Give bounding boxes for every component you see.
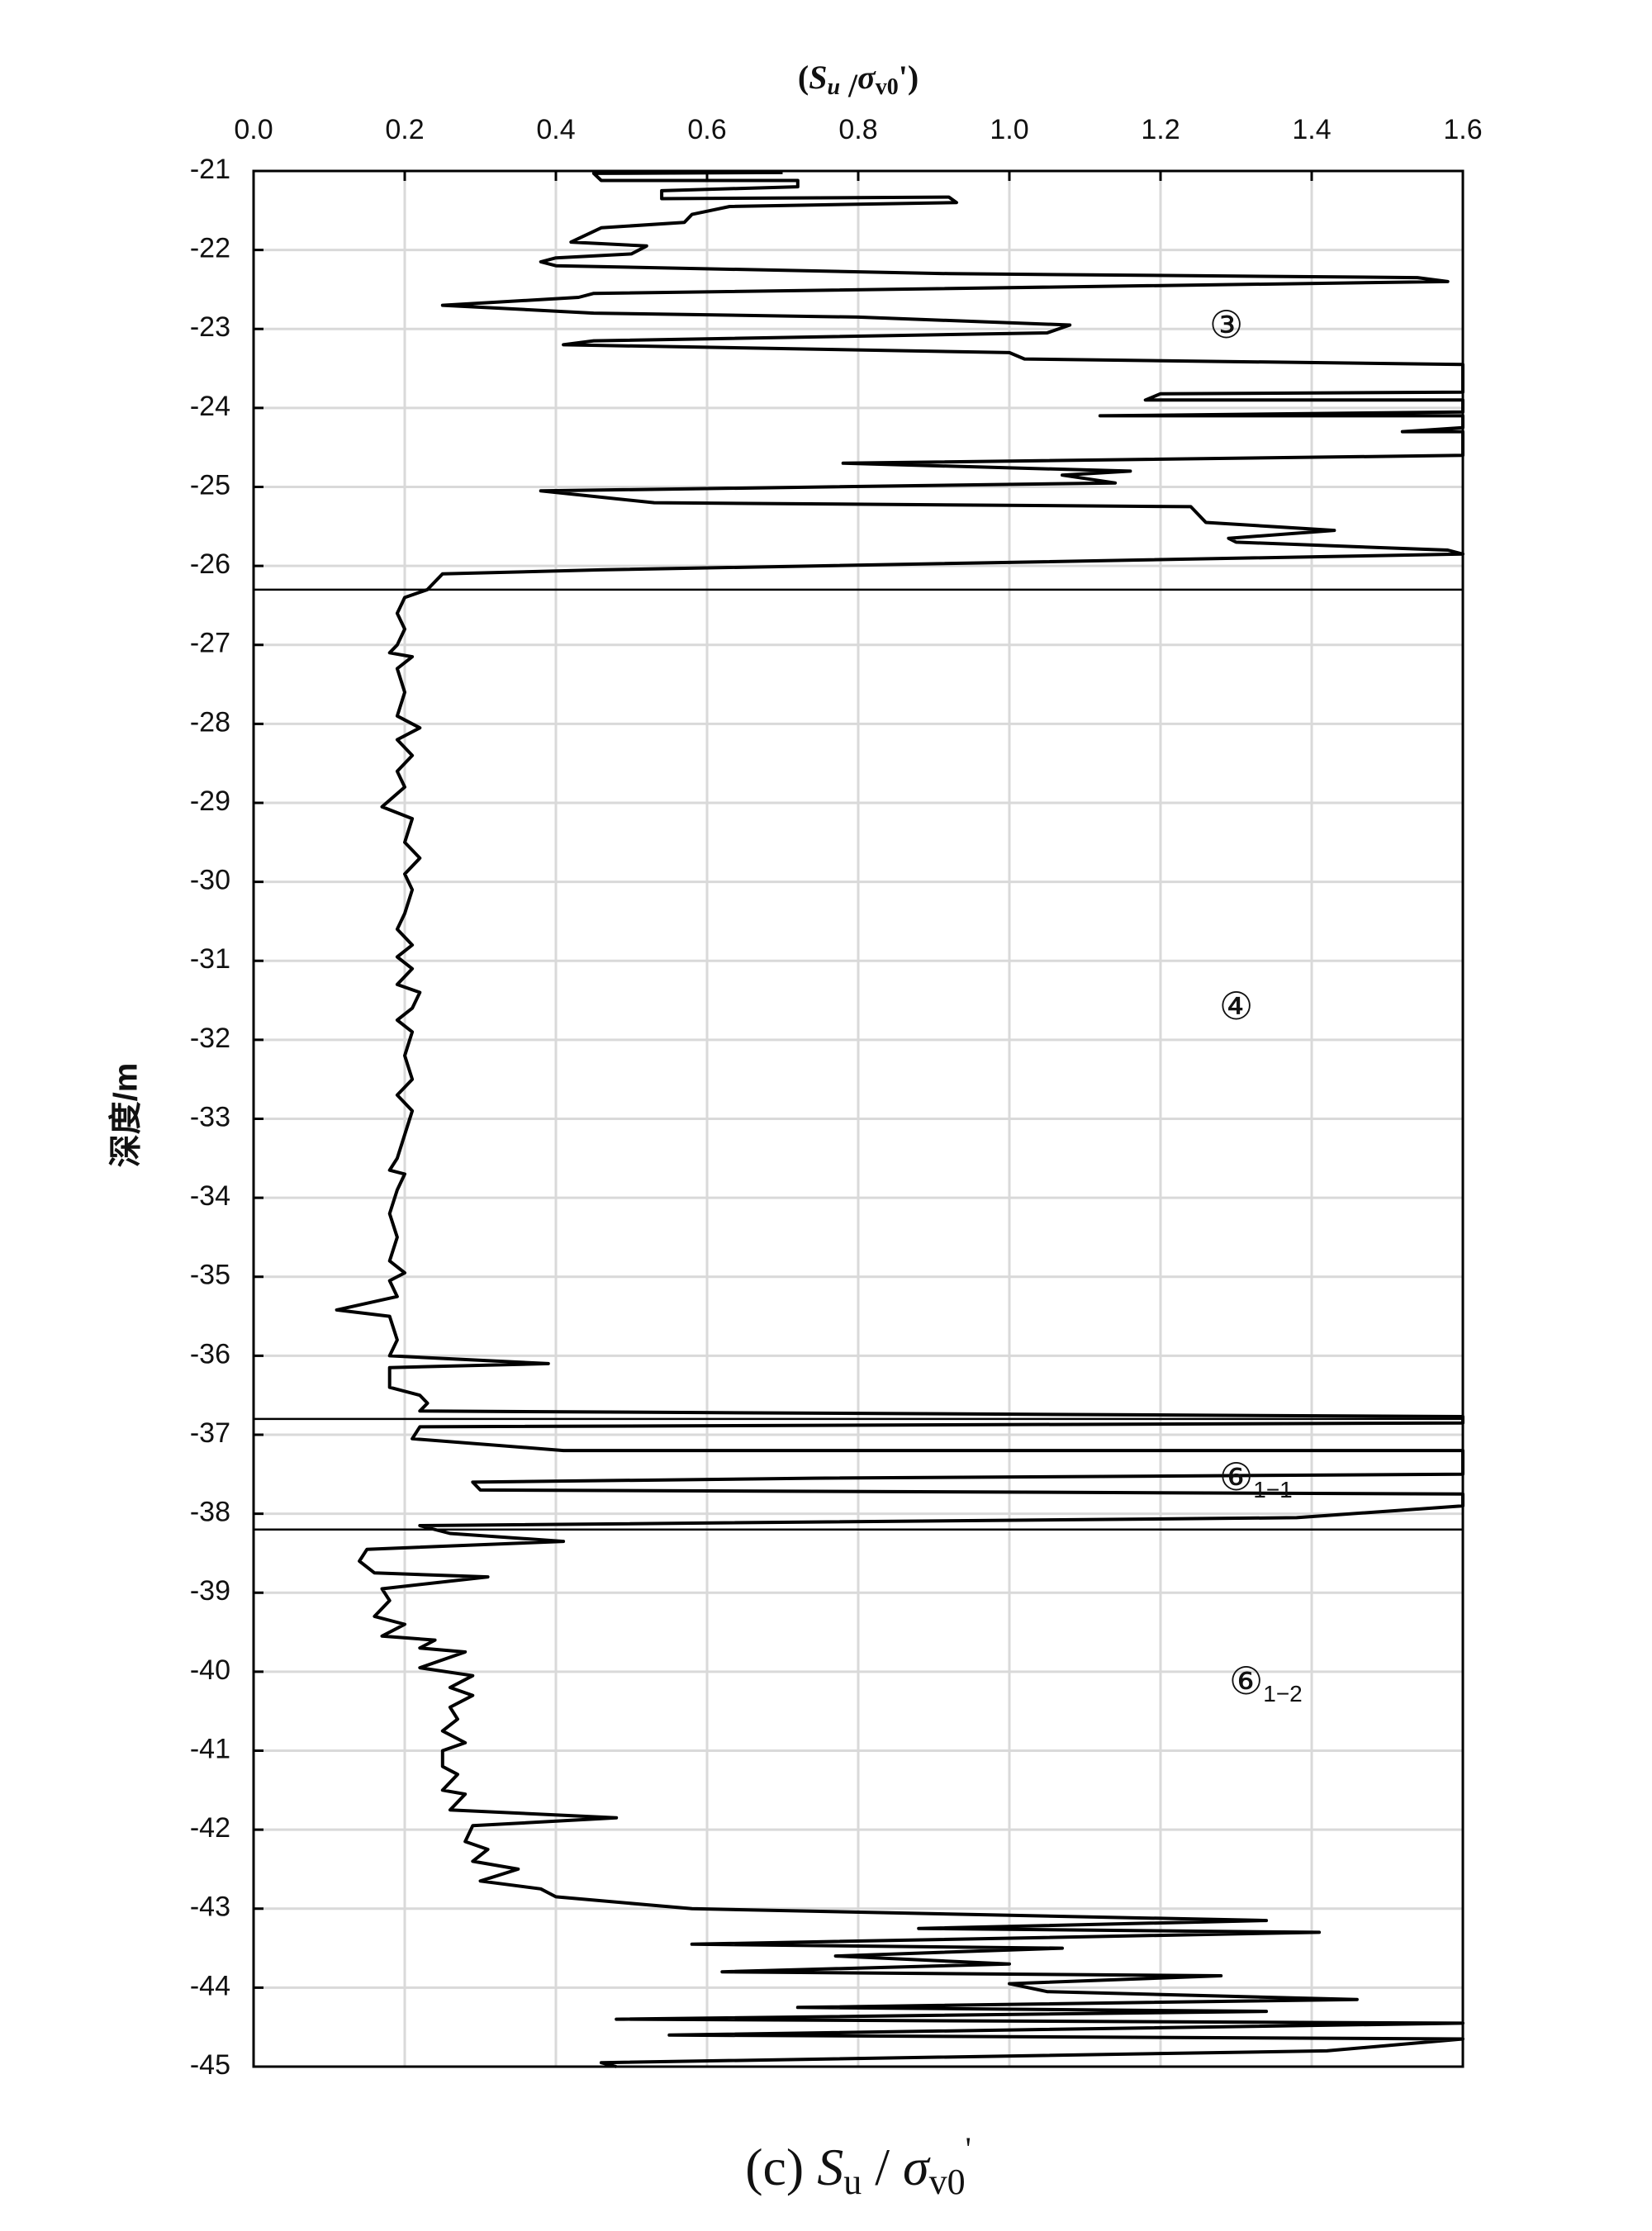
x-axis-title: (Su /σv0')	[798, 59, 919, 104]
layer-label: ⑥1−1	[1219, 1455, 1293, 1502]
y-tick-label: -24	[190, 391, 230, 422]
label-part: (c)	[745, 2138, 817, 2196]
layer-label: ③	[1209, 303, 1243, 346]
y-axis-title: 深度/m	[108, 1063, 145, 1168]
label-part: u	[827, 74, 840, 100]
y-tick-label: -34	[190, 1180, 230, 1212]
y-tick-label: -32	[190, 1023, 230, 1054]
y-tick-label: -28	[190, 706, 230, 738]
layer-symbol: ④	[1219, 985, 1253, 1028]
x-tick-label: 1.0	[990, 114, 1028, 145]
label-part: (	[798, 59, 809, 96]
y-tick-label: -33	[190, 1101, 230, 1132]
x-tick-label: 0.6	[687, 114, 726, 145]
layer-symbol: ③	[1209, 303, 1243, 346]
layer-symbol: ⑥	[1219, 1455, 1253, 1498]
y-tick-label: -26	[190, 548, 230, 580]
profile-line	[335, 170, 1464, 2068]
x-tick-label: 0.4	[536, 114, 575, 145]
y-tick-label: -36	[190, 1338, 230, 1369]
marks	[254, 170, 1464, 2068]
y-tick-label: -37	[190, 1417, 230, 1449]
x-tick-label: 0.2	[385, 114, 424, 145]
label-part: S	[817, 2138, 843, 2196]
y-tick-label: -38	[190, 1497, 230, 1528]
label-part: ')	[899, 59, 919, 96]
label-part: S	[809, 59, 827, 96]
y-tick-label: -39	[190, 1575, 230, 1607]
label-part: /	[862, 2138, 903, 2196]
y-tick-label: -44	[190, 1970, 230, 2001]
x-tick-label: 0.0	[234, 114, 273, 145]
y-tick-label: -42	[190, 1812, 230, 1844]
y-tick-label: -29	[190, 786, 230, 817]
layer-subscript: 1−2	[1263, 1681, 1303, 1706]
y-tick-label: -23	[190, 311, 230, 343]
layer-subscript: 1−1	[1253, 1477, 1293, 1502]
layer-label: ④	[1219, 985, 1253, 1028]
y-tick-label: -22	[190, 233, 230, 264]
y-tick-label: -27	[190, 628, 230, 659]
label-part: σ	[857, 59, 876, 96]
y-tick-label: -25	[190, 469, 230, 501]
y-tick-label: -31	[190, 943, 230, 975]
y-tick-label: -35	[190, 1260, 230, 1291]
x-tick-label: 1.4	[1292, 114, 1331, 145]
y-tick-label: -30	[190, 865, 230, 896]
label-part: v0	[929, 2162, 966, 2202]
layer-label: ⑥1−2	[1229, 1659, 1303, 1706]
y-tick-label: -45	[190, 2049, 230, 2081]
layer-symbol: ⑥	[1229, 1659, 1263, 1702]
x-tick-label: 1.6	[1443, 114, 1482, 145]
label-part: /	[840, 67, 858, 104]
x-tick-label: 0.8	[838, 114, 877, 145]
y-tick-label: -43	[190, 1892, 230, 1923]
label-part: v0	[876, 74, 899, 100]
caption: (c) Su / σv0'	[745, 2130, 971, 2202]
label-part: u	[843, 2162, 862, 2202]
y-tick-label: -21	[190, 154, 230, 185]
label-part: '	[966, 2130, 971, 2167]
label-part: σ	[903, 2138, 931, 2196]
y-tick-label: -41	[190, 1733, 230, 1764]
grid	[252, 169, 1464, 2068]
x-tick-label: 1.2	[1141, 114, 1180, 145]
y-tick-label: -40	[190, 1654, 230, 1686]
